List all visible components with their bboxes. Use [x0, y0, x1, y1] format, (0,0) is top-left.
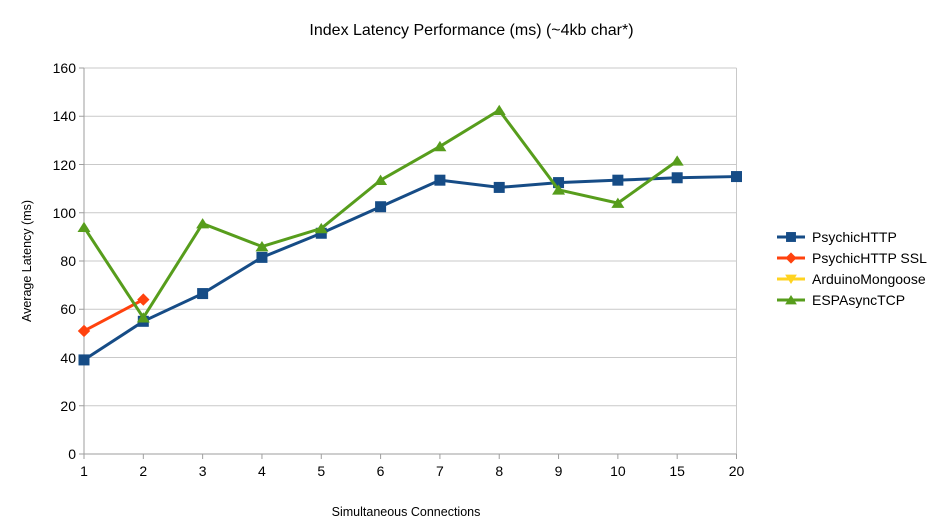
data-marker	[315, 227, 327, 239]
data-marker	[374, 174, 388, 185]
legend-item-ESPAsyncTCP: ESPAsyncTCP	[777, 289, 927, 310]
data-marker	[434, 174, 446, 186]
x-tick-label-1: 1	[80, 463, 88, 479]
x-tick-label-6: 6	[376, 463, 385, 479]
diamond-legend-icon	[777, 251, 805, 264]
series-ESPAsyncTCP	[77, 104, 684, 323]
triangle-up-legend-icon	[777, 294, 805, 304]
data-marker	[197, 288, 209, 300]
x-tick-label-8: 8	[495, 463, 504, 479]
x-axis-title: Simultaneous Connections	[331, 505, 481, 519]
legend-marker	[785, 251, 797, 264]
x-tick-label-4: 4	[258, 463, 266, 479]
y-tick-label-20: 20	[60, 397, 76, 414]
legend-item-ArduinoMongoose: ArduinoMongoose	[777, 268, 927, 289]
y-tick-label-40: 40	[60, 349, 76, 366]
data-marker	[136, 312, 150, 323]
data-marker	[433, 140, 447, 152]
data-marker	[375, 201, 387, 213]
y-tick-label-120: 120	[52, 156, 76, 173]
data-marker	[612, 174, 624, 186]
x-tick-label-10: 10	[610, 463, 626, 479]
x-tick-label-3: 3	[198, 463, 207, 479]
y-tick-label-140: 140	[52, 108, 76, 125]
square-legend-icon	[777, 231, 805, 242]
data-marker	[492, 104, 506, 116]
x-tick-label-15: 15	[669, 463, 685, 479]
data-marker	[671, 172, 683, 184]
legend-marker	[785, 274, 797, 284]
data-marker	[731, 171, 742, 183]
data-marker	[255, 241, 269, 252]
data-marker	[314, 222, 328, 234]
triangle-down-legend-icon	[777, 274, 805, 284]
data-marker	[493, 181, 505, 193]
legend-label: ESPAsyncTCP	[812, 291, 906, 308]
data-marker	[256, 251, 268, 263]
y-tick-label-160: 160	[52, 60, 76, 76]
x-tick-label-20: 20	[728, 463, 745, 479]
data-marker	[78, 354, 90, 366]
y-tick-label-0: 0	[68, 446, 76, 462]
legend-label: ArduinoMongoose	[812, 270, 926, 287]
series-PsychicHTTP	[78, 171, 742, 366]
legend-label: PsychicHTTP SSL	[812, 249, 927, 266]
legend: PsychicHTTP PsychicHTTP SSL ArduinoMongoos…	[777, 226, 927, 310]
chart-title: Index Latency Performance (ms) (~4kb cha…	[309, 22, 634, 39]
legend-label: PsychicHTTP	[812, 228, 897, 245]
legend-marker	[785, 294, 797, 304]
legend-item-PsychicHTTP: PsychicHTTP	[777, 226, 927, 247]
legend-marker	[786, 231, 796, 242]
data-marker	[196, 218, 210, 229]
series-line-ESPAsyncTCP	[82, 108, 679, 321]
series-line-PsychicHTTP	[83, 175, 737, 362]
y-tick-label-80: 80	[60, 253, 76, 269]
x-tick-label-2: 2	[139, 463, 148, 479]
data-marker	[552, 184, 566, 195]
y-tick-label-100: 100	[52, 204, 76, 221]
y-tick-label-60: 60	[60, 301, 76, 318]
series-PsychicHTTP-SSL	[77, 293, 150, 338]
data-marker	[670, 155, 684, 166]
data-marker	[77, 324, 91, 338]
x-tick-label-7: 7	[436, 463, 444, 479]
data-marker	[553, 177, 565, 189]
x-tick-label-9: 9	[554, 463, 563, 479]
data-marker	[137, 293, 150, 306]
x-tick-label-5: 5	[317, 463, 326, 479]
data-marker	[611, 197, 625, 208]
data-marker	[77, 221, 91, 233]
legend-item-PsychicHTTP-SSL: PsychicHTTP SSL	[777, 247, 927, 268]
